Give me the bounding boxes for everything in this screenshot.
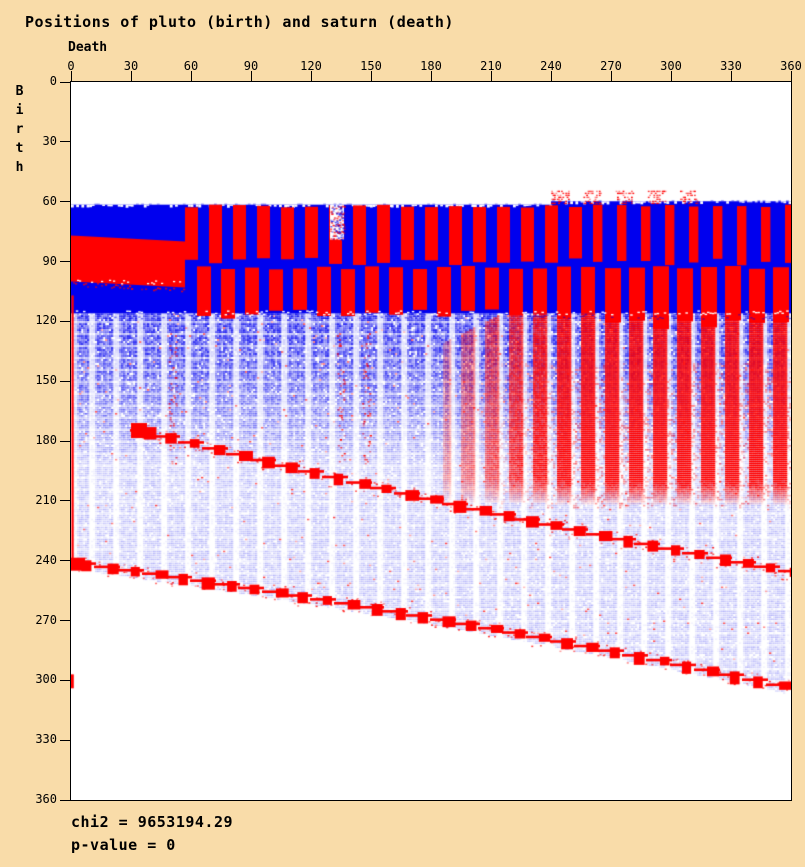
y-tick-label: 90 <box>42 253 57 268</box>
y-tick-label: 150 <box>35 373 57 388</box>
y-tick-label: 180 <box>35 433 57 447</box>
y-tick <box>60 320 70 322</box>
x-tick <box>310 71 312 81</box>
y-tick-label: 240 <box>35 552 57 567</box>
y-tick <box>60 81 70 83</box>
x-tick-label: 360 <box>780 59 802 73</box>
y-tick <box>60 679 70 681</box>
x-tick <box>610 71 612 81</box>
x-tick <box>790 71 792 81</box>
x-tick <box>430 71 432 81</box>
y-tick-label: 270 <box>35 612 57 627</box>
x-tick-label: 240 <box>540 59 562 73</box>
x-tick <box>550 71 552 81</box>
x-tick-label: 210 <box>480 59 502 73</box>
y-tick <box>60 261 70 262</box>
x-tick-label: 60 <box>183 59 199 73</box>
y-tick-label: 30 <box>42 133 57 148</box>
x-tick <box>130 71 132 81</box>
y-tick <box>60 560 70 562</box>
x-axis-title: Death <box>68 40 108 55</box>
heatmap-canvas <box>71 82 791 800</box>
x-tick <box>490 71 492 81</box>
x-tick-label: 120 <box>300 59 322 73</box>
chi2-stat: chi2 = 9653194.29 <box>71 813 234 831</box>
y-tick <box>60 380 70 382</box>
y-tick <box>60 620 70 621</box>
y-tick <box>60 141 70 143</box>
x-tick <box>190 71 192 81</box>
x-tick-label: 90 <box>243 59 259 73</box>
chart-title: Positions of pluto (birth) and saturn (d… <box>25 13 454 31</box>
x-tick-label: 180 <box>420 59 442 73</box>
x-tick-label: 270 <box>600 59 622 73</box>
plot-frame <box>70 81 792 801</box>
x-tick <box>370 71 372 81</box>
p-value-stat: p-value = 0 <box>71 836 176 854</box>
y-tick-label: 210 <box>35 492 57 507</box>
x-tick-label: 300 <box>660 59 682 73</box>
y-tick-label: 120 <box>35 313 57 328</box>
y-tick <box>60 799 70 801</box>
x-tick <box>250 71 252 81</box>
y-tick-label: 300 <box>35 672 57 687</box>
y-tick <box>60 500 70 502</box>
x-tick-label: 330 <box>720 59 742 73</box>
y-axis-title: Birth <box>12 84 27 179</box>
y-tick-label: 330 <box>35 732 57 747</box>
y-tick <box>60 201 70 203</box>
y-tick-label: 360 <box>35 792 57 806</box>
x-tick-label: 150 <box>360 59 382 73</box>
x-tick <box>70 71 72 81</box>
x-tick-label: 30 <box>123 59 139 73</box>
x-tick <box>730 71 732 81</box>
y-tick <box>60 739 70 741</box>
x-tick-label: 0 <box>67 59 75 73</box>
x-tick <box>670 71 672 81</box>
y-tick-label: 60 <box>42 193 57 208</box>
y-tick <box>60 440 70 442</box>
y-tick-label: 0 <box>49 74 57 88</box>
